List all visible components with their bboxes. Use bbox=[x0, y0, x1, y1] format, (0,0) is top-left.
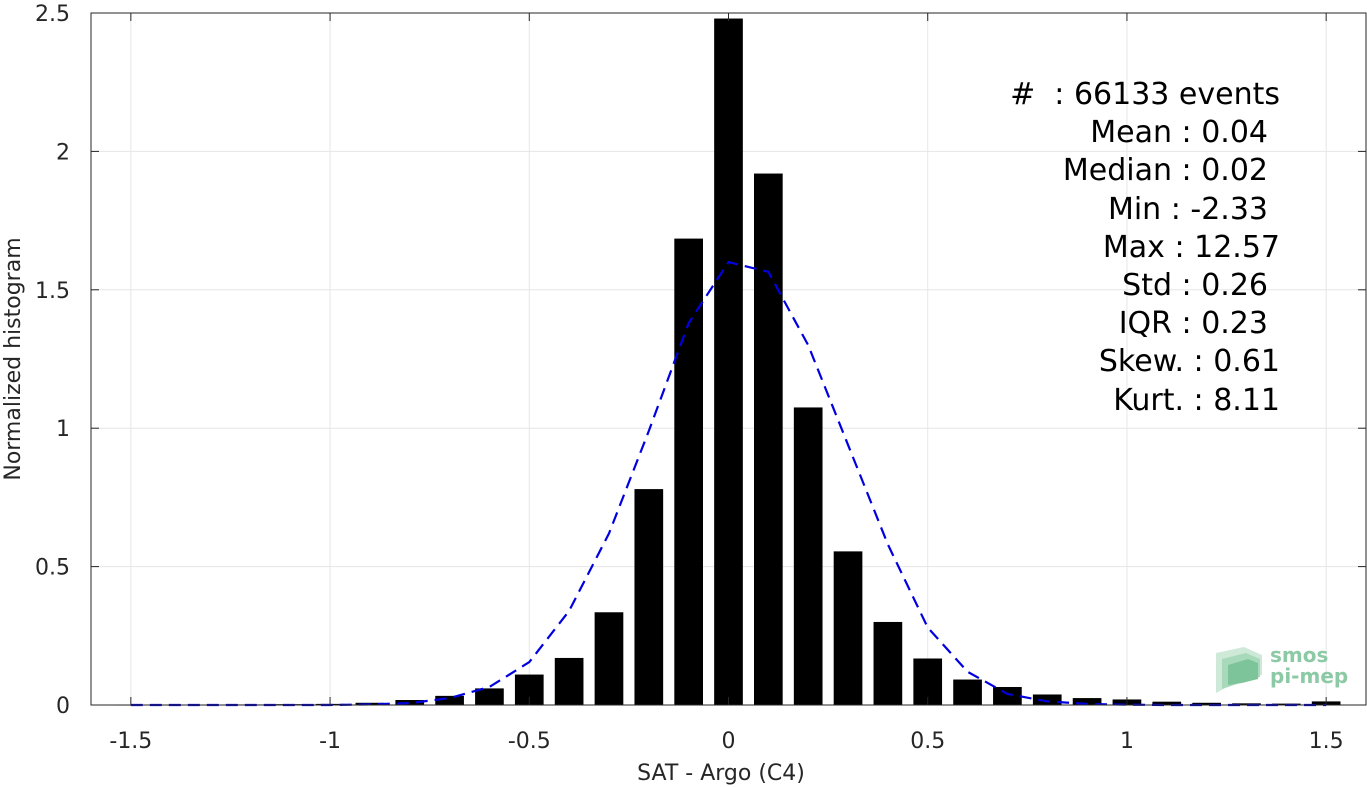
stat-skew: Skew. : 0.61 bbox=[1098, 344, 1280, 380]
x-tick-label: 0.5 bbox=[910, 729, 945, 754]
histogram-bar bbox=[1232, 703, 1261, 705]
histogram-bar bbox=[395, 700, 425, 705]
y-tick-label: 0 bbox=[56, 694, 70, 719]
histogram-bar bbox=[714, 18, 743, 705]
stat-kurt: Kurt. : 8.11 bbox=[1113, 382, 1280, 418]
histogram-bar bbox=[435, 695, 464, 705]
y-tick-label: 2.5 bbox=[35, 2, 70, 27]
histogram-bar bbox=[1032, 694, 1062, 705]
histogram-bar bbox=[833, 551, 863, 705]
stat-events: # : 66133 events bbox=[1010, 77, 1280, 112]
stat-mean: Mean : 0.04 bbox=[1090, 115, 1268, 151]
histogram-bar bbox=[953, 679, 982, 705]
axes: -1.5 -1 -0.5 0 0.5 1 1.5 0 0.5 1 1.5 2 2.5 bbox=[35, 2, 1366, 754]
y-axis-label: Normalized histogram bbox=[1, 237, 26, 480]
histogram-bar bbox=[634, 489, 664, 705]
histogram-bar bbox=[1152, 701, 1182, 705]
logo-line-1: smos bbox=[1270, 643, 1329, 667]
histogram-bar bbox=[793, 407, 823, 705]
stat-max: Max : 12.57 bbox=[1102, 229, 1280, 265]
y-tick-label: 0.5 bbox=[35, 556, 70, 581]
histogram-bar bbox=[554, 657, 584, 705]
histogram-bar bbox=[754, 173, 783, 705]
x-tick-label: 1 bbox=[1120, 729, 1134, 754]
y-tick-label: 2 bbox=[56, 140, 70, 165]
x-tick-label: -0.5 bbox=[508, 729, 551, 754]
histogram-bar bbox=[475, 688, 504, 705]
histogram-bars bbox=[116, 18, 1341, 706]
statistics-box: # : 66133 events Mean : 0.04 Median : 0.… bbox=[940, 76, 1280, 420]
histogram-bar bbox=[1072, 698, 1102, 705]
histogram-bar bbox=[993, 687, 1022, 705]
x-axis-label: SAT - Argo (C4) bbox=[637, 761, 805, 786]
logo-mark-icon bbox=[1216, 647, 1262, 693]
y-tick-label: 1 bbox=[56, 417, 70, 442]
stat-median: Median : 0.02 bbox=[1062, 153, 1268, 189]
x-tick-label: -1.5 bbox=[109, 729, 152, 754]
x-tick-label: -1 bbox=[319, 729, 341, 754]
histogram-bar bbox=[1192, 702, 1221, 705]
stat-iqr: IQR : 0.23 bbox=[1118, 306, 1268, 342]
y-tick-label: 1.5 bbox=[35, 279, 70, 304]
histogram-bar bbox=[873, 621, 903, 705]
logo-line-2: pi-mep bbox=[1270, 664, 1349, 688]
histogram-bar bbox=[594, 612, 624, 705]
stat-std: Std : 0.26 bbox=[1122, 267, 1268, 303]
stat-min: Min : -2.33 bbox=[1107, 191, 1268, 227]
histogram-bar bbox=[674, 238, 703, 706]
x-tick-label: 0 bbox=[722, 729, 736, 754]
x-tick-label: 1.5 bbox=[1309, 729, 1344, 754]
smos-pi-mep-logo: smos pi-mep bbox=[1214, 645, 1354, 695]
